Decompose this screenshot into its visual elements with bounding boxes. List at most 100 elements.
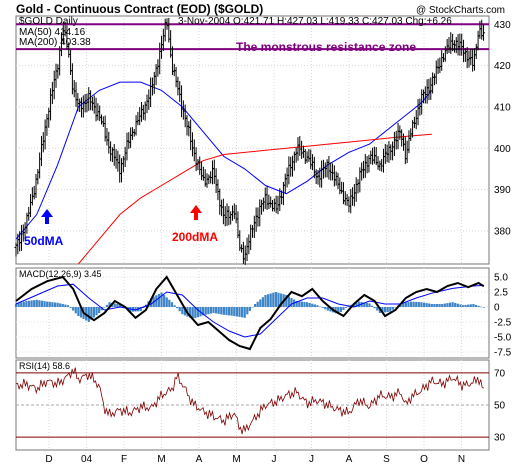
macd-histogram-bar bbox=[272, 292, 275, 307]
macd-histogram-bar bbox=[339, 307, 342, 313]
macd-histogram-bar bbox=[168, 299, 171, 307]
macd-histogram-bar bbox=[305, 302, 309, 307]
macd-histogram-bar bbox=[261, 297, 264, 307]
macd-histogram-bar bbox=[459, 304, 462, 307]
x-tick-label: M bbox=[232, 454, 240, 465]
macd-histogram-bar bbox=[95, 307, 98, 316]
macd-histogram-bar bbox=[64, 304, 67, 307]
macd-y-tick-label: 2.5 bbox=[494, 288, 508, 299]
x-tick-label: F bbox=[121, 454, 127, 465]
macd-histogram-bar bbox=[316, 305, 319, 307]
macd-histogram-bar bbox=[279, 293, 283, 307]
ma50-arrow bbox=[41, 209, 53, 224]
macd-histogram-bar bbox=[448, 302, 452, 307]
macd-histogram-bar bbox=[139, 307, 142, 312]
macd-histogram-bar bbox=[256, 301, 259, 307]
macd-histogram-bar bbox=[87, 307, 90, 322]
macd-histogram-bar bbox=[35, 299, 38, 307]
macd-histogram-bar bbox=[233, 307, 236, 316]
price-y-tick-label: 390 bbox=[494, 185, 511, 196]
macd-histogram-bar bbox=[61, 304, 64, 307]
macd-histogram-bar bbox=[467, 304, 470, 307]
macd-histogram-bar bbox=[103, 307, 106, 308]
macd-histogram-bar bbox=[108, 302, 111, 307]
macd-histogram-bar bbox=[46, 301, 49, 307]
macd-histogram-bar bbox=[285, 295, 288, 307]
macd-histogram-bar bbox=[228, 307, 231, 316]
macd-histogram-bar bbox=[420, 302, 423, 307]
macd-histogram-bar bbox=[38, 300, 41, 307]
x-tick-label: A bbox=[346, 454, 353, 465]
macd-histogram-bar bbox=[90, 307, 93, 320]
macd-histogram-bar bbox=[415, 301, 418, 307]
macd-histogram-bar bbox=[59, 303, 62, 307]
macd-histogram-bar bbox=[425, 303, 428, 307]
macd-histogram-bar bbox=[269, 293, 272, 307]
macd-histogram-bar bbox=[313, 304, 316, 307]
macd-histogram-bar bbox=[386, 307, 389, 313]
macd-histogram-bar bbox=[27, 300, 31, 307]
macd-histogram-bar bbox=[191, 307, 194, 319]
macd-histogram-bar bbox=[308, 302, 311, 307]
rsi-y-tick-label: 30 bbox=[494, 433, 506, 444]
macd-histogram-bar bbox=[105, 304, 109, 307]
macd-histogram-bar bbox=[14, 304, 18, 307]
macd-histogram-bar bbox=[178, 307, 181, 312]
macd-signal-line bbox=[15, 283, 484, 338]
macd-histogram-bar bbox=[241, 307, 244, 318]
macd-histogram-bar bbox=[402, 302, 405, 307]
macd-histogram-bar bbox=[409, 301, 413, 307]
macd-histogram-bar bbox=[170, 302, 174, 307]
macd-histogram-bar bbox=[461, 305, 465, 307]
macd-histogram-bar bbox=[303, 301, 306, 307]
x-tick-label: O bbox=[420, 454, 428, 465]
macd-histogram-bar bbox=[474, 304, 478, 307]
macd-histogram-bar bbox=[160, 292, 163, 307]
macd-histogram-bar bbox=[113, 303, 116, 307]
macd-y-tick-label: 0 bbox=[494, 303, 500, 314]
macd-histogram-bar bbox=[72, 307, 75, 311]
price-bar bbox=[482, 24, 486, 41]
macd-histogram-bar bbox=[441, 304, 444, 307]
macd-histogram-bar bbox=[472, 304, 475, 307]
macd-histogram-bar bbox=[40, 300, 44, 307]
macd-histogram-bar bbox=[477, 305, 480, 307]
ma200-arrow bbox=[190, 205, 202, 220]
price-panel bbox=[15, 15, 490, 265]
macd-histogram-bar bbox=[155, 295, 158, 307]
symbol-legend: $GOLD Daily bbox=[19, 16, 78, 27]
resistance-zone-label: The monstrous resistance zone bbox=[236, 40, 416, 54]
macd-histogram-bar bbox=[20, 302, 23, 307]
macd-histogram-bar bbox=[318, 306, 322, 308]
macd-histogram-bar bbox=[454, 302, 457, 307]
macd-histogram-bar bbox=[287, 296, 290, 307]
price-y-tick-label: 380 bbox=[494, 226, 511, 237]
macd-histogram-bar bbox=[428, 303, 431, 307]
macd-histogram-bar bbox=[329, 307, 332, 312]
macd-y-tick-label: -7.5 bbox=[494, 348, 512, 359]
macd-histogram-bar bbox=[207, 307, 210, 315]
macd-histogram-bar bbox=[235, 307, 239, 317]
price-y-tick-label: 400 bbox=[494, 144, 511, 155]
macd-histogram-bar bbox=[334, 307, 337, 314]
macd-histogram-bar bbox=[259, 299, 262, 307]
macd-y-tick-label: 5.0 bbox=[494, 273, 508, 284]
rsi-legend: RSI(14) 58.6 bbox=[19, 361, 70, 371]
macd-histogram-bar bbox=[295, 301, 298, 307]
macd-histogram-bar bbox=[98, 307, 101, 313]
macd-histogram-bar bbox=[298, 301, 301, 307]
macd-histogram-bar bbox=[412, 301, 415, 307]
macd-histogram-bar bbox=[365, 302, 368, 307]
macd-histogram-bar bbox=[116, 304, 119, 307]
macd-histogram-bar bbox=[355, 302, 358, 307]
macd-histogram-bar bbox=[43, 301, 46, 307]
macd-histogram-bar bbox=[48, 301, 51, 307]
macd-histogram-bar bbox=[17, 303, 20, 307]
macd-histogram-bar bbox=[118, 304, 122, 307]
x-tick-label: S bbox=[383, 454, 390, 465]
macd-histogram-bar bbox=[53, 302, 57, 307]
macd-histogram-bar bbox=[264, 295, 267, 307]
macd-histogram-bar bbox=[391, 307, 394, 310]
watermark: @ StockCharts.com bbox=[416, 5, 505, 16]
macd-histogram-bar bbox=[451, 302, 454, 307]
